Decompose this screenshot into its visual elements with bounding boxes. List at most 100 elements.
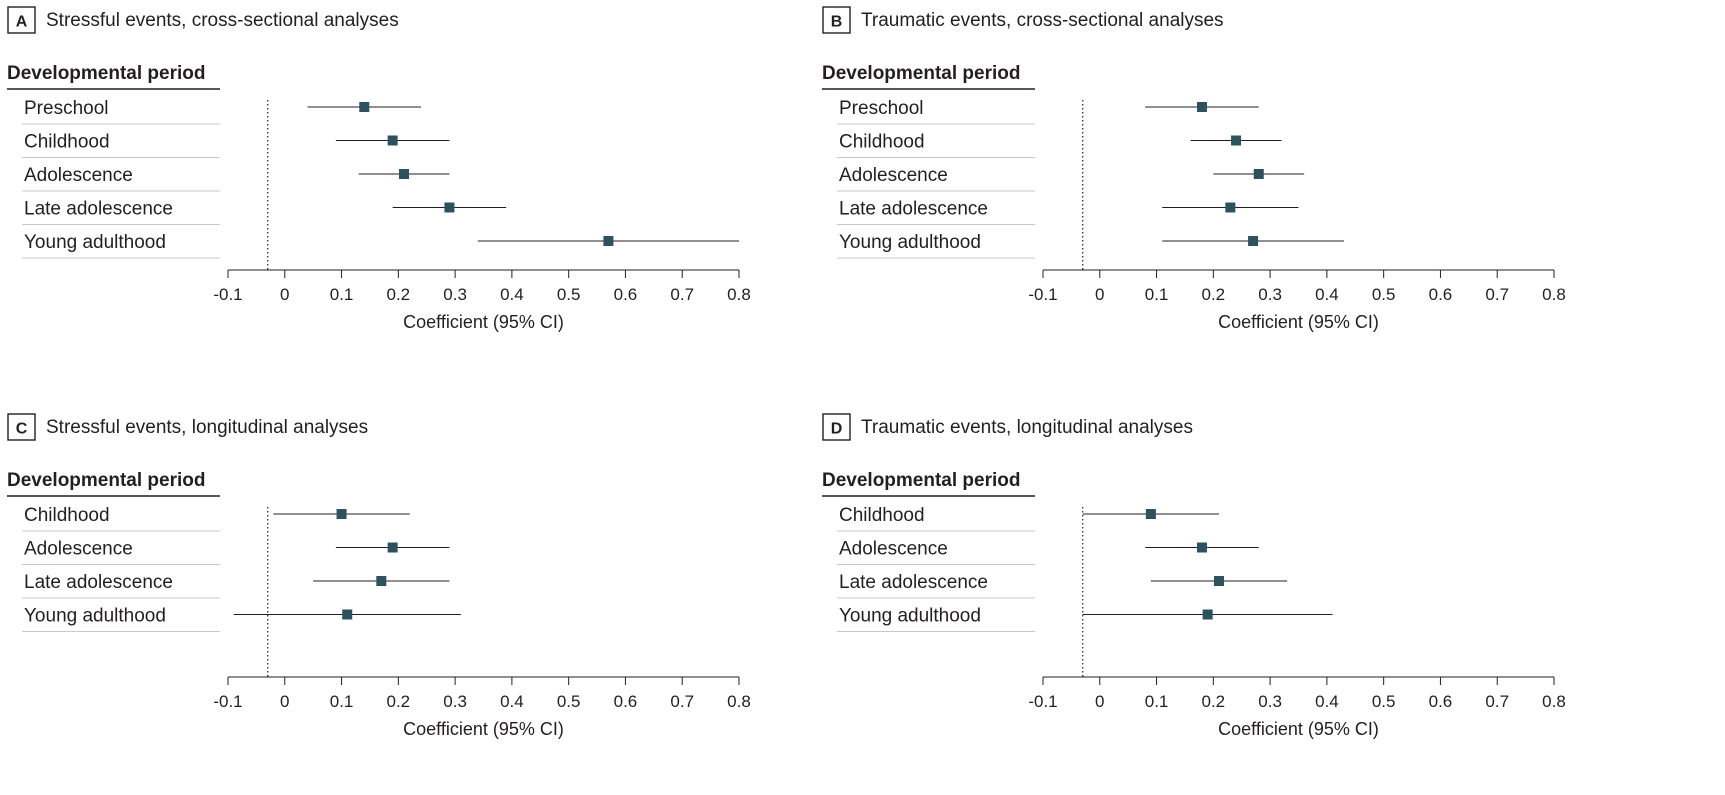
panel-letter: A: [16, 14, 28, 31]
x-tick-label: 0.6: [614, 285, 638, 304]
row-label: Young adulthood: [839, 232, 981, 253]
estimate-marker: [1196, 102, 1207, 112]
row-label: Preschool: [24, 98, 109, 119]
estimate-marker: [1253, 169, 1264, 179]
x-tick-label: 0.2: [1202, 692, 1226, 711]
x-axis-label: Coefficient (95% CI): [403, 312, 564, 332]
row-label: Childhood: [839, 505, 925, 526]
x-tick-label: 0.5: [1372, 692, 1396, 711]
column-header: Developmental period: [7, 63, 206, 84]
x-tick-label: 0.8: [727, 692, 751, 711]
panel-letter: C: [16, 421, 28, 438]
x-tick-label: 0.3: [443, 692, 467, 711]
x-tick-label: 0: [280, 285, 289, 304]
x-tick-label: 0.6: [1429, 285, 1453, 304]
forest-plot-d: D Traumatic events, longitudinal analyses…: [822, 413, 1566, 739]
x-tick-label: -0.1: [1028, 285, 1057, 304]
x-tick-label: 0.7: [670, 692, 694, 711]
estimate-marker: [603, 236, 614, 246]
panel-letter-box: [7, 6, 36, 34]
x-tick-label: 0.8: [1542, 692, 1566, 711]
estimate-marker: [387, 542, 398, 553]
estimate-marker: [1225, 202, 1236, 213]
x-tick-label: 0.2: [387, 692, 411, 711]
panel-b-traumatic-cross-sectional: B Traumatic events, cross-sectional analy…: [815, 0, 1675, 388]
estimate-marker: [387, 135, 398, 146]
panel-letter: B: [831, 14, 843, 31]
x-tick-label: 0: [280, 692, 289, 711]
x-tick-label: 0.1: [1145, 285, 1169, 304]
row-label: Childhood: [24, 505, 110, 526]
x-axis-label: Coefficient (95% CI): [1218, 312, 1379, 332]
x-tick-label: 0.5: [557, 285, 581, 304]
x-tick-label: -0.1: [1028, 692, 1057, 711]
row-label: Late adolescence: [839, 572, 988, 593]
x-tick-label: 0.3: [1258, 692, 1282, 711]
row-label: Adolescence: [24, 165, 133, 186]
panel-d-traumatic-longitudinal: D Traumatic events, longitudinal analyses…: [815, 407, 1675, 795]
estimate-marker: [1196, 542, 1207, 553]
forest-plot-c: C Stressful events, longitudinal analyses…: [7, 413, 751, 739]
column-header: Developmental period: [822, 470, 1021, 491]
x-tick-label: 0.4: [1315, 285, 1339, 304]
panel-title: Traumatic events, longitudinal analyses: [861, 417, 1193, 438]
x-tick-label: 0.3: [443, 285, 467, 304]
estimate-marker: [399, 169, 410, 179]
estimate-marker: [1248, 236, 1259, 246]
x-tick-label: 0.2: [387, 285, 411, 304]
estimate-marker: [1214, 576, 1225, 586]
row-label: Late adolescence: [24, 199, 173, 220]
x-axis-label: Coefficient (95% CI): [1218, 719, 1379, 739]
row-label: Preschool: [839, 98, 924, 119]
estimate-marker: [376, 576, 387, 586]
x-tick-label: 0.1: [1145, 692, 1169, 711]
x-tick-label: 0.4: [500, 692, 524, 711]
x-tick-label: 0.5: [1372, 285, 1396, 304]
x-tick-label: -0.1: [213, 692, 242, 711]
row-label: Adolescence: [839, 539, 948, 560]
estimate-marker: [359, 102, 370, 112]
column-header: Developmental period: [822, 63, 1021, 84]
estimate-marker: [336, 509, 347, 519]
forest-plot-a: A Stressful events, cross-sectional analy…: [7, 6, 751, 332]
panel-letter-box: [7, 413, 36, 441]
x-tick-label: 0.4: [1315, 692, 1339, 711]
row-label: Late adolescence: [839, 199, 988, 220]
row-label: Late adolescence: [24, 572, 173, 593]
x-tick-label: 0.6: [1429, 692, 1453, 711]
panel-title: Stressful events, cross-sectional analys…: [46, 10, 399, 31]
row-label: Young adulthood: [24, 606, 166, 627]
row-label: Childhood: [24, 132, 110, 153]
x-tick-label: 0.7: [1485, 692, 1509, 711]
row-label: Adolescence: [24, 539, 133, 560]
x-tick-label: 0.8: [727, 285, 751, 304]
column-header: Developmental period: [7, 470, 206, 491]
estimate-marker: [1202, 609, 1213, 620]
panel-letter-box: [822, 6, 851, 34]
x-axis-label: Coefficient (95% CI): [403, 719, 564, 739]
estimate-marker: [444, 202, 455, 213]
panel-letter: D: [831, 421, 843, 438]
row-label: Young adulthood: [24, 232, 166, 253]
x-tick-label: 0.5: [557, 692, 581, 711]
x-tick-label: 0.6: [614, 692, 638, 711]
estimate-marker: [1145, 509, 1156, 519]
panel-a-stressful-cross-sectional: A Stressful events, cross-sectional analy…: [0, 0, 860, 388]
row-label: Childhood: [839, 132, 925, 153]
x-tick-label: 0.8: [1542, 285, 1566, 304]
x-tick-label: 0.7: [1485, 285, 1509, 304]
x-tick-label: 0.2: [1202, 285, 1226, 304]
x-tick-label: 0.1: [330, 285, 354, 304]
x-tick-label: 0: [1095, 692, 1104, 711]
x-tick-label: 0.1: [330, 692, 354, 711]
panel-title: Stressful events, longitudinal analyses: [46, 417, 368, 438]
panel-letter-box: [822, 413, 851, 441]
panel-c-stressful-longitudinal: C Stressful events, longitudinal analyses…: [0, 407, 860, 795]
x-tick-label: 0.4: [500, 285, 524, 304]
estimate-marker: [342, 609, 353, 620]
forest-plot-b: B Traumatic events, cross-sectional analy…: [822, 6, 1566, 332]
x-tick-label: 0.7: [670, 285, 694, 304]
row-label: Young adulthood: [839, 606, 981, 627]
estimate-marker: [1231, 135, 1242, 146]
x-tick-label: -0.1: [213, 285, 242, 304]
